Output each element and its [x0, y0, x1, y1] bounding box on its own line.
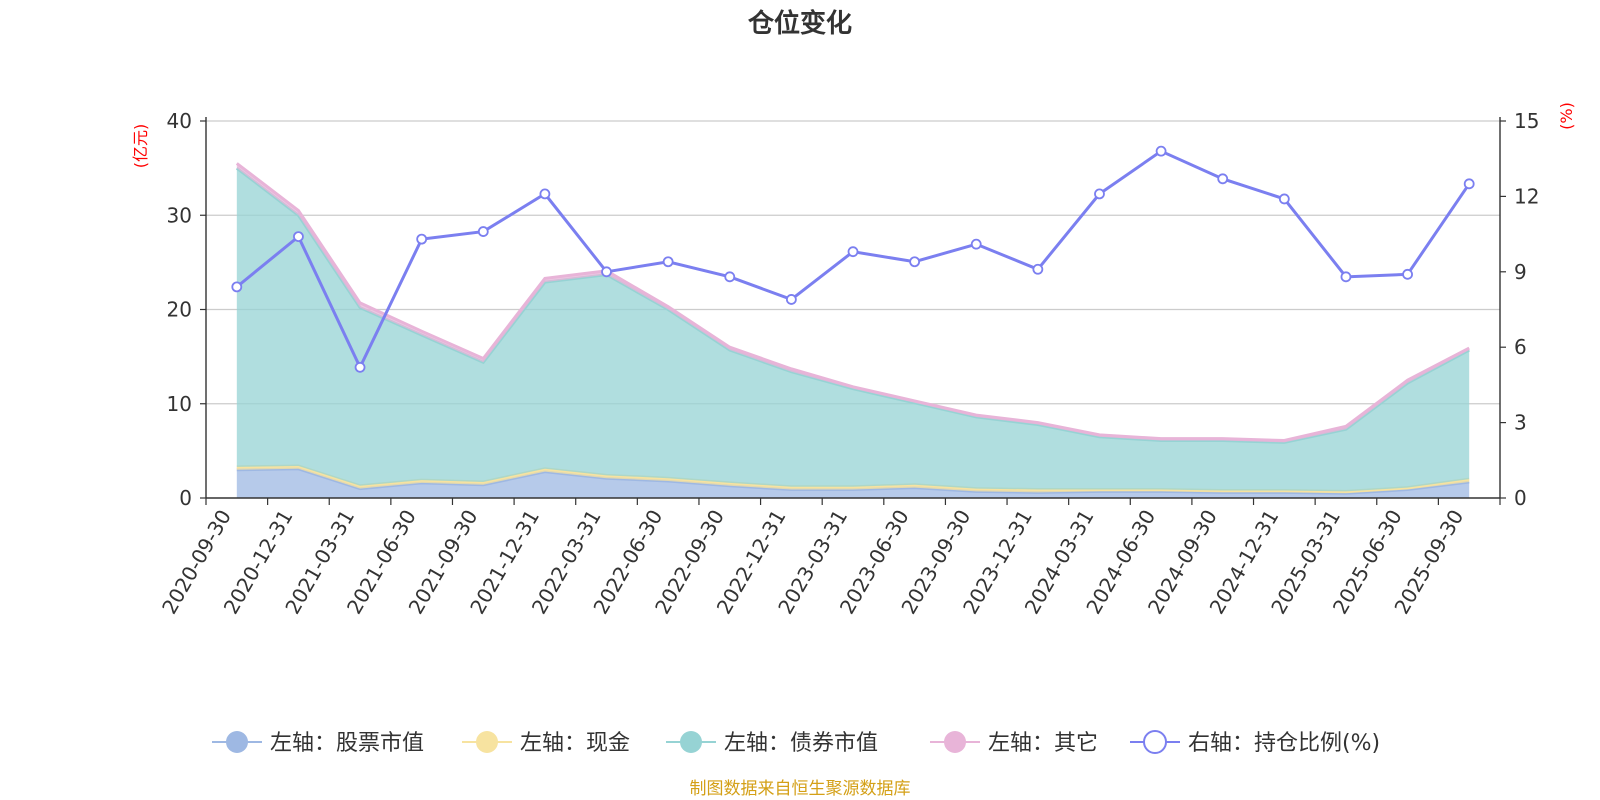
- ratio-point: [477, 226, 489, 237]
- legend-label: 左轴：现金: [520, 731, 630, 756]
- ratio-point: [354, 361, 366, 373]
- legend-item-4: 左轴：其它: [930, 731, 1098, 756]
- legend-marker: [680, 731, 702, 753]
- ratio-point: [909, 256, 921, 268]
- ratio-point: [231, 281, 243, 293]
- right-tick-label: 9: [1514, 260, 1527, 284]
- ratio-point: [1155, 145, 1167, 157]
- legend-item-5: 右轴：持仓比例(%): [1130, 730, 1380, 756]
- ratio-point: [724, 271, 736, 283]
- ratio-point: [1463, 178, 1475, 190]
- left-tick-label: 30: [167, 203, 192, 227]
- legend-label: 左轴：债券市值: [724, 731, 878, 756]
- legend-label: 右轴：持仓比例(%): [1188, 731, 1380, 756]
- chart-title: 仓位变化: [747, 8, 852, 39]
- stacked-areas: [235, 162, 1470, 498]
- legend-marker: [226, 731, 248, 753]
- legend-label: 左轴：其它: [988, 731, 1098, 756]
- legend-item-1: 左轴：股票市值: [212, 731, 424, 756]
- ratio-point: [1278, 193, 1290, 205]
- ratio-point: [1340, 271, 1352, 283]
- legend-item-2: 左轴：现金: [462, 731, 630, 756]
- ratio-point: [662, 256, 674, 268]
- left-tick-label: 10: [167, 392, 192, 416]
- left-tick-label: 20: [167, 298, 192, 322]
- right-tick-label: 15: [1514, 109, 1539, 133]
- legend-item-3: 左轴：债券市值: [666, 731, 878, 756]
- right-tick-label: 6: [1514, 335, 1527, 359]
- right-tick-label: 12: [1514, 184, 1539, 208]
- legend: 左轴：股票市值 左轴：现金 左轴：债券市值 左轴：其它 右轴：持仓比例(%): [212, 730, 1380, 756]
- legend-marker: [1143, 730, 1167, 754]
- ratio-point: [1402, 268, 1413, 280]
- axes: 0 10 20 30 40 0 3 6 9 12 15: [167, 109, 1540, 510]
- ratio-point: [539, 188, 551, 200]
- ratio-point: [601, 266, 612, 278]
- legend-marker: [944, 731, 966, 753]
- ratio-point: [1032, 263, 1044, 275]
- x-axis-labels: 2020-09-302020-12-312021-03-312021-06-30…: [157, 505, 1468, 618]
- ratio-point: [1094, 188, 1105, 200]
- left-tick-label: 40: [167, 109, 192, 133]
- area-series-1: [236, 468, 1470, 498]
- ratio-point: [847, 246, 859, 258]
- source-note: 制图数据来自恒生聚源数据库: [690, 779, 911, 799]
- ratio-point: [416, 233, 428, 245]
- left-tick-label: 0: [179, 486, 192, 510]
- right-tick-label: 0: [1514, 486, 1527, 510]
- ratio-point: [293, 231, 304, 243]
- legend-label: 左轴：股票市值: [270, 731, 424, 756]
- ratio-point: [970, 238, 982, 250]
- area-series-3: [236, 168, 1470, 492]
- right-axis-unit: (%): [1557, 102, 1576, 130]
- legend-marker: [476, 731, 498, 753]
- right-tick-label: 3: [1514, 411, 1527, 435]
- left-axis-unit: (亿元): [131, 124, 150, 169]
- ratio-point: [1217, 173, 1229, 185]
- ratio-line-series: [231, 145, 1475, 373]
- area-series-line-4: [235, 162, 1470, 443]
- ratio-point: [785, 294, 797, 305]
